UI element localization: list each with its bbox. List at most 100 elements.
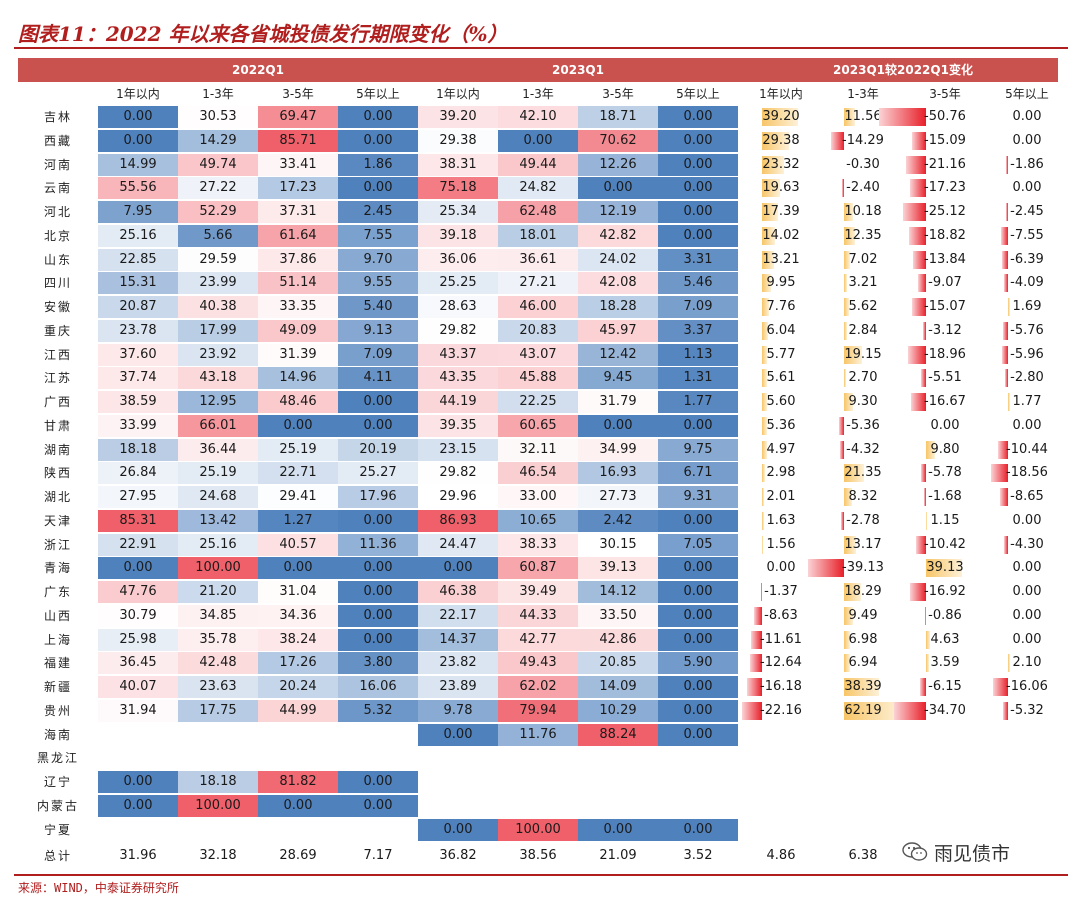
y2022-cell: 5.32 <box>338 699 418 722</box>
change-cell: -16.67 <box>904 391 986 413</box>
y2022-cell: 25.27 <box>338 462 418 485</box>
change-value: -21.16 <box>924 156 966 172</box>
column-header: 3-5年 <box>929 87 961 101</box>
negative-change-bar <box>1004 274 1008 293</box>
change-cell: -22.16 <box>740 700 822 722</box>
positive-change-bar <box>1008 654 1010 673</box>
change-cell: -5.78 <box>904 462 986 484</box>
y2022-cell: 31.04 <box>258 581 338 603</box>
y2023-cell: 0.00 <box>578 818 658 841</box>
change-value: -1.68 <box>928 489 962 504</box>
y2022-cell: 48.46 <box>258 391 338 413</box>
y2023-cell: 46.38 <box>418 581 498 603</box>
change-cell: 5.77 <box>740 344 822 366</box>
y2023-cell: 0.00 <box>578 414 658 437</box>
change-cell: 5.62 <box>822 296 904 318</box>
y2022-cell: 17.26 <box>258 652 338 675</box>
change-value: 0.00 <box>1012 584 1042 599</box>
y2022-cell: 22.71 <box>258 462 338 485</box>
y2023-cell: 0.00 <box>658 818 738 841</box>
y2023-cell: 39.49 <box>498 581 578 603</box>
province-label: 海南 <box>43 727 72 742</box>
change-value: 8.32 <box>848 489 878 504</box>
change-cell: 0.00 <box>986 106 1068 128</box>
y2023-cell: 0.00 <box>658 676 738 698</box>
y2023-cell: 38.31 <box>418 153 498 176</box>
change-cell: 29.38 <box>740 130 822 152</box>
change-value: 0.00 <box>1012 109 1042 124</box>
column-header: 1-3年 <box>847 87 879 101</box>
negative-change-bar <box>1002 345 1008 364</box>
positive-change-bar <box>762 440 767 459</box>
positive-change-bar <box>762 321 768 340</box>
change-cell: 2.70 <box>822 367 904 389</box>
change-value: 14.02 <box>762 227 800 243</box>
change-cell: -0.86 <box>904 605 986 627</box>
province-label: 重庆 <box>43 323 72 338</box>
y2023-cell: 31.79 <box>578 391 658 413</box>
y2022-cell: 12.95 <box>178 391 258 413</box>
positive-change-bar <box>844 654 851 673</box>
y2022-cell: 37.74 <box>98 367 178 390</box>
change-value: -13.84 <box>924 251 966 267</box>
change-cell: -10.44 <box>986 439 1068 461</box>
positive-change-bar <box>844 583 861 601</box>
y2022-cell: 17.75 <box>178 699 258 722</box>
negative-change-bar <box>1002 250 1008 269</box>
y2023-cell: 42.77 <box>498 628 578 651</box>
y2023-cell: 16.93 <box>578 462 658 485</box>
y2023-cell: 34.99 <box>578 438 658 461</box>
negative-change-bar <box>910 583 926 601</box>
change-cell: 5.36 <box>740 415 822 437</box>
negative-change-bar <box>760 583 762 601</box>
change-value: 6.98 <box>848 631 878 647</box>
change-value: 39.20 <box>762 109 800 124</box>
y2022-cell: 33.35 <box>258 296 338 318</box>
y2022-cell: 0.00 <box>258 794 338 817</box>
change-value: -16.92 <box>924 584 966 599</box>
y2023-cell: 100.00 <box>498 818 578 841</box>
y2022-cell: 52.29 <box>178 201 258 223</box>
y2022-cell: 25.16 <box>98 224 178 247</box>
positive-change-bar <box>762 203 779 221</box>
positive-change-bar <box>844 345 862 364</box>
province-label: 新疆 <box>43 680 72 694</box>
change-cell: -1.37 <box>740 581 822 603</box>
change-value: 6.38 <box>848 848 878 863</box>
column-header: 3-5年 <box>602 87 634 101</box>
change-value: -18.82 <box>924 227 966 243</box>
y2022-cell: 43.18 <box>178 367 258 390</box>
y2023-cell: 36.06 <box>418 248 498 271</box>
change-cell: 12.35 <box>822 225 904 247</box>
negative-change-bar <box>1000 488 1008 506</box>
change-cell: 19.63 <box>740 177 822 199</box>
y2022-cell: 4.11 <box>338 367 418 390</box>
change-value: -39.13 <box>842 560 884 576</box>
y2023-cell: 6.71 <box>658 462 738 485</box>
y2022-cell: 21.20 <box>178 581 258 603</box>
change-value: -14.29 <box>842 132 884 148</box>
y2023-cell: 43.37 <box>418 343 498 366</box>
change-cell: 0.00 <box>986 605 1068 627</box>
change-cell: -9.07 <box>904 272 986 294</box>
positive-change-bar <box>844 701 902 720</box>
change-cell: -2.78 <box>822 510 904 532</box>
negative-change-bar <box>924 488 926 506</box>
y2022-cell: 37.86 <box>258 248 338 271</box>
change-cell: 1.56 <box>740 534 822 556</box>
y2022-cell: 61.64 <box>258 224 338 247</box>
y2022-cell: 100.00 <box>178 557 258 580</box>
y2023-cell: 24.47 <box>418 533 498 556</box>
y2022-cell: 13.42 <box>178 509 258 532</box>
change-cell: -15.07 <box>904 296 986 318</box>
y2022-cell: 29.41 <box>258 486 338 508</box>
column-header: 5年以上 <box>1005 87 1049 101</box>
change-value: -3.12 <box>928 322 962 338</box>
y2023-cell: 75.18 <box>418 177 498 200</box>
y2022-cell: 0.00 <box>98 557 178 580</box>
change-cell: 2.10 <box>986 652 1068 674</box>
negative-change-bar <box>908 345 926 364</box>
y2022-cell: 7.95 <box>98 201 178 223</box>
positive-change-bar <box>762 488 764 506</box>
y2023-cell: 36.61 <box>498 248 578 271</box>
